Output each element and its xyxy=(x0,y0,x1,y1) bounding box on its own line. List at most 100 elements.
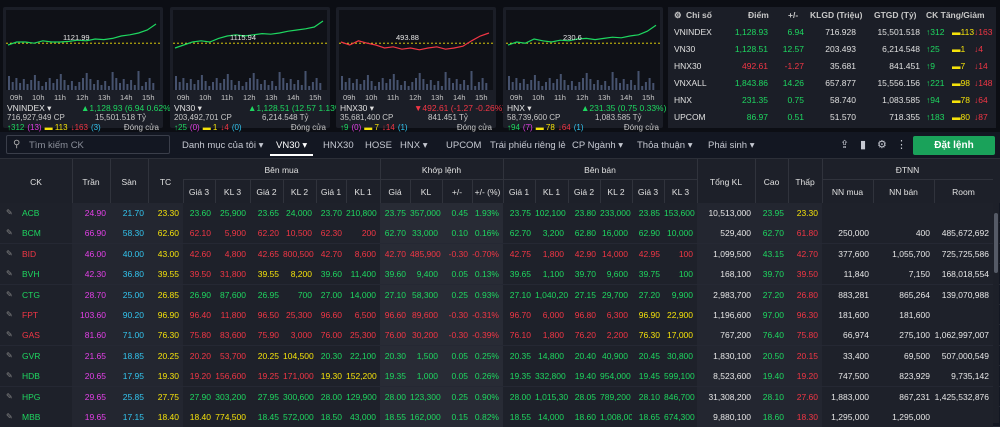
col-ceiling[interactable]: Trần xyxy=(82,177,100,187)
col-bid1-vol[interactable]: KL 1 xyxy=(354,187,372,197)
tab-sector[interactable]: CP Ngành ▾ xyxy=(572,140,624,151)
tab-hnx[interactable]: HNX ▾ xyxy=(400,140,428,151)
tab-derivatives[interactable]: Phái sinh ▾ xyxy=(708,140,755,151)
summary-row-hnx30[interactable]: HNX30 492.61 -1.27 35.681 841.451 ↑9 ▬7 … xyxy=(668,59,996,75)
scrollbar-thumb[interactable] xyxy=(994,213,998,273)
col-room-cell: 139,070,988 xyxy=(934,284,993,305)
tab-hnx30[interactable]: HNX30 xyxy=(323,140,354,151)
summary-row-upcom[interactable]: UPCOM 86.97 0.51 51.570 718.355 ↑183 ▬80… xyxy=(668,110,996,126)
tab-negotiated[interactable]: Thỏa thuận ▾ xyxy=(637,140,693,151)
col-symbol-cell[interactable]: CTG xyxy=(0,284,72,305)
tab-hose[interactable]: HOSE xyxy=(365,140,392,151)
tab-my-watchlist[interactable]: Danh mục của tôi ▾ xyxy=(182,140,264,151)
col-ask1-vol[interactable]: KL 1 xyxy=(542,187,561,197)
col-foreign-buy[interactable]: NN mua xyxy=(831,187,864,197)
pin-icon[interactable]: ✎ xyxy=(6,412,13,421)
tab-private-bonds[interactable]: Trái phiếu riêng lẻ xyxy=(490,140,566,151)
col-ask3-price[interactable]: Giá 3 xyxy=(637,187,659,197)
col-match-price-cell: 20.30 xyxy=(380,345,410,366)
col-symbol-cell[interactable]: ACB xyxy=(0,203,72,223)
scrollbar[interactable] xyxy=(993,203,999,423)
table-row[interactable]: BID 46.00 40.00 43.00 42.60 4,800 42.65 800,500… xyxy=(0,243,1000,265)
pin-icon[interactable]: ✎ xyxy=(6,391,13,401)
pin-icon[interactable]: ✎ xyxy=(6,228,13,238)
col-room-cell: 1,062,997,007 xyxy=(934,325,993,346)
col-symbol-cell[interactable]: GAS xyxy=(0,325,72,346)
index-card-vn30[interactable]: 1115.94 09h 10h 11h 12h 13h 14h 15h VN30 ▾ ▲1,… xyxy=(170,7,345,132)
index-card-hnx[interactable]: 230.6 09h 10h 11h 12h 13h 14h 15h HNX ▾ ▲231.3… xyxy=(503,7,666,132)
table-row[interactable]: HDB 20.65 17.95 19.30 19.20 156,600 19.25 171,0… xyxy=(0,366,1000,387)
table-row[interactable]: FPT 103.60 90.20 96.90 96.40 11,800 96.50 25,30… xyxy=(0,305,1000,326)
col-symbol-cell[interactable]: BCM xyxy=(0,223,72,244)
col-symbol-cell[interactable]: HPG xyxy=(0,386,72,407)
col-ask2-price[interactable]: Giá 2 xyxy=(573,187,595,197)
col-ask2-vol[interactable]: KL 2 xyxy=(607,187,625,197)
col-bid3-vol[interactable]: KL 3 xyxy=(223,187,242,197)
table-row[interactable]: CTG 28.70 25.00 26.85 26.90 87,600 26.95 700 27.… xyxy=(0,284,1000,305)
tab-upcom[interactable]: UPCOM xyxy=(446,140,482,151)
settings-icon[interactable]: ⚙ xyxy=(877,139,887,151)
col-symbol-cell[interactable]: GVR xyxy=(0,345,72,366)
col-symbol[interactable]: CK xyxy=(30,177,42,187)
col-change-pct[interactable]: +/- (%) xyxy=(474,187,501,197)
search-input[interactable] xyxy=(29,138,167,152)
pin-icon[interactable]: ✎ xyxy=(6,269,13,279)
tab-vn30[interactable]: VN30 ▾ xyxy=(269,140,314,156)
col-foreign-sell[interactable]: NN bán xyxy=(889,187,918,197)
upload-icon[interactable]: ⇪ xyxy=(840,139,850,151)
pin-icon[interactable]: ✎ xyxy=(6,371,13,381)
col-symbol-cell[interactable]: HDB xyxy=(0,366,72,387)
table-row[interactable]: BVH 42.30 36.80 39.55 39.50 31,800 39.55 8,200 3… xyxy=(0,264,1000,285)
menu-icon[interactable]: ⋮ xyxy=(896,139,907,151)
col-room-cell: 725,725,586 xyxy=(934,243,993,264)
col-bid2-price[interactable]: Giá 2 xyxy=(256,187,277,197)
pin-icon[interactable]: ✎ xyxy=(6,310,13,319)
index-card-hnx30[interactable]: 493.88 09h 10h 11h 12h 13h 14h 15h HNX30 ▾ ▼49… xyxy=(336,7,505,132)
pin-icon[interactable]: ✎ xyxy=(6,208,13,217)
col-change[interactable]: +/- xyxy=(451,187,463,197)
pin-icon[interactable]: ✎ xyxy=(6,330,13,340)
gear-icon[interactable]: ⚙ xyxy=(674,10,682,20)
summary-value: 718.355 xyxy=(889,112,920,122)
search-box[interactable]: ⚲ xyxy=(6,135,170,154)
summary-row-vnindex[interactable]: VNINDEX 1,128.93 6.94 716.928 15,501.518… xyxy=(668,25,996,41)
col-ref-cell: 19.30 xyxy=(148,366,183,387)
col-bid3-price[interactable]: Giá 3 xyxy=(188,187,210,197)
summary-row-vn30[interactable]: VN30 1,128.51 12.57 203.493 6,214.548 ↑2… xyxy=(668,42,996,58)
col-symbol-cell[interactable]: MBB xyxy=(0,407,72,427)
index-name: HNX30 ▾ xyxy=(340,103,375,113)
summary-row-hnx[interactable]: HNX 231.35 0.75 58.740 1,083.585 ↑94 ▬78… xyxy=(668,93,996,109)
col-ask1-vol-cell: 6,000 xyxy=(535,305,568,325)
col-symbol-cell[interactable]: FPT xyxy=(0,305,72,325)
table-row[interactable]: HPG 29.65 25.85 27.75 27.90 303,200 27.95 300,6… xyxy=(0,386,1000,407)
col-floor[interactable]: Sàn xyxy=(121,177,137,187)
pin-icon[interactable]: ✎ xyxy=(6,350,13,360)
pin-icon[interactable]: ✎ xyxy=(6,248,13,258)
col-bid2-vol[interactable]: KL 2 xyxy=(290,187,309,197)
col-ask1-price[interactable]: Giá 1 xyxy=(508,187,530,197)
col-total-vol[interactable]: Tổng KL xyxy=(709,177,743,187)
col-match-price-cell: 42.70 xyxy=(380,243,410,264)
index-card-vnindex[interactable]: 1121.99 09h 10h 11h 12h 13h 14h 15h VNINDEX ▾ … xyxy=(3,7,174,132)
col-match-price[interactable]: Giá xyxy=(388,187,402,197)
col-match-vol-cell: 123,300 xyxy=(410,386,442,407)
table-row[interactable]: MBB 19.65 17.15 18.40 18.40 774,500 18.45 572,0… xyxy=(0,407,1000,427)
pin-icon[interactable]: ✎ xyxy=(6,289,13,299)
col-room[interactable]: Room xyxy=(952,187,975,197)
col-bid1-price[interactable]: Giá 1 xyxy=(320,187,342,197)
col-symbol-cell[interactable]: BID xyxy=(0,243,72,264)
summary-row-vnxall[interactable]: VNXALL 1,843.86 14.26 657.877 15,556.156… xyxy=(668,76,996,92)
col-symbol-cell[interactable]: BVH xyxy=(0,264,72,285)
chart-icon[interactable]: ▮ xyxy=(860,139,867,151)
col-match-vol[interactable]: KL xyxy=(420,187,432,197)
table-row[interactable]: BCM 66.90 58.30 62.60 62.10 5,900 62.20 10,500 6… xyxy=(0,223,1000,244)
table-row[interactable]: ACB 24.90 21.70 23.30 23.60 25,900 23.65 24,000… xyxy=(0,203,1000,224)
col-ask2-vol-cell: 9,600 xyxy=(600,264,632,285)
table-row[interactable]: GVR 21.65 18.85 20.25 20.20 53,700 20.25 104,50… xyxy=(0,345,1000,367)
table-row[interactable]: GAS 81.60 71.00 76.30 75.80 83,600 75.90 3,000 7… xyxy=(0,325,1000,346)
place-order-button[interactable]: Đặt lệnh xyxy=(913,136,995,155)
col-ref[interactable]: TC xyxy=(159,177,172,187)
col-ask3-vol[interactable]: KL 3 xyxy=(671,187,690,197)
col-low[interactable]: Thấp xyxy=(795,177,815,187)
col-high[interactable]: Cao xyxy=(763,177,780,187)
